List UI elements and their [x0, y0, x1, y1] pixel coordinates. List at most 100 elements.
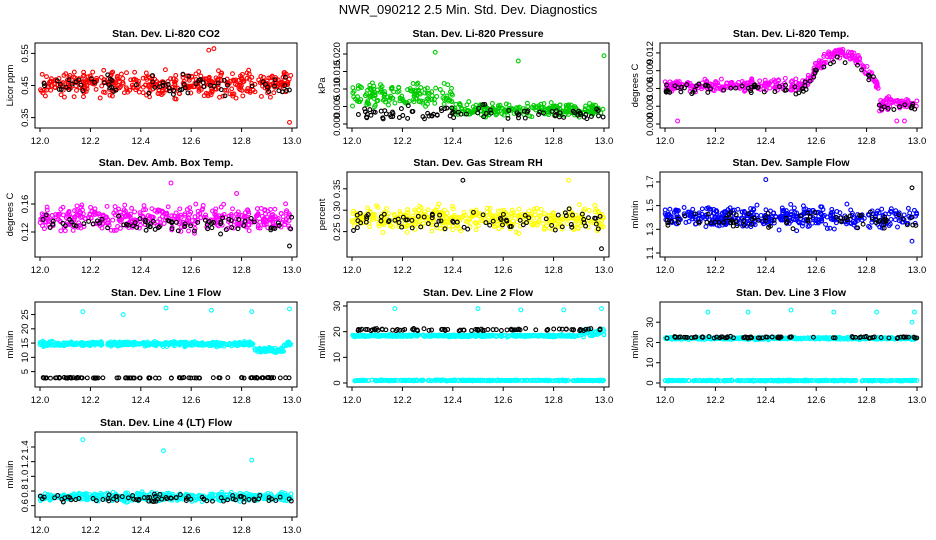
data-point — [499, 334, 504, 340]
data-point — [541, 333, 546, 339]
data-point — [165, 79, 171, 84]
data-point — [422, 90, 428, 96]
data-point — [120, 76, 126, 81]
data-point — [721, 209, 727, 215]
data-point — [395, 216, 401, 222]
data-point — [725, 336, 731, 342]
data-point — [667, 206, 673, 212]
data-point — [66, 87, 72, 93]
data-point — [536, 377, 542, 383]
data-point — [475, 110, 481, 116]
data-point — [910, 101, 916, 107]
data-point — [693, 214, 699, 220]
data-point — [793, 76, 799, 82]
data-point — [733, 212, 739, 218]
data-point — [419, 377, 425, 383]
data-point — [708, 86, 713, 92]
data-point — [286, 218, 292, 223]
data-point — [375, 378, 381, 384]
data-point — [479, 108, 485, 114]
data-point — [447, 113, 453, 119]
data-point — [692, 211, 698, 217]
data-point — [272, 77, 278, 83]
data-point — [350, 103, 355, 109]
data-point — [708, 220, 714, 226]
data-point — [195, 219, 201, 225]
data-point — [445, 82, 451, 88]
data-point — [286, 87, 292, 93]
data-point — [667, 79, 673, 85]
data-point — [825, 336, 831, 341]
x-tick-label: 12.4 — [757, 395, 776, 406]
data-point — [498, 328, 504, 333]
panel-title: Stan. Dev. Gas Stream RH — [413, 157, 542, 169]
data-point — [213, 212, 219, 218]
data-point — [533, 327, 539, 333]
data-point — [561, 307, 567, 313]
data-point — [592, 215, 598, 221]
data-point — [844, 335, 850, 341]
data-point — [376, 223, 382, 229]
data-point — [883, 100, 888, 106]
data-point — [688, 213, 694, 219]
data-point — [445, 327, 451, 332]
data-point — [435, 204, 441, 210]
data-point — [467, 217, 473, 222]
data-point — [797, 213, 803, 219]
data-point — [783, 82, 788, 88]
data-point — [907, 210, 913, 216]
x-tick-label: 12.2 — [706, 265, 725, 276]
data-point — [159, 209, 165, 215]
data-point — [386, 97, 392, 103]
y-tick-label: 10 — [645, 357, 656, 368]
data-point — [44, 74, 49, 80]
x-tick-label: 12.4 — [444, 136, 463, 147]
data-point — [195, 217, 201, 223]
points — [662, 47, 920, 124]
data-point — [703, 82, 709, 88]
data-point — [827, 54, 833, 60]
data-point — [211, 46, 217, 52]
data-point — [202, 217, 208, 223]
data-point — [111, 210, 117, 216]
data-point — [826, 49, 832, 55]
data-point — [241, 223, 247, 228]
data-point — [830, 50, 836, 56]
data-point — [440, 377, 446, 383]
data-point — [758, 212, 764, 218]
x-tick-label: 12.8 — [232, 395, 251, 406]
data-point — [596, 378, 602, 383]
data-point — [99, 83, 105, 89]
data-point — [140, 84, 146, 90]
data-point — [89, 340, 95, 346]
data-point — [838, 215, 843, 221]
data-point — [482, 101, 488, 107]
data-point — [150, 218, 156, 224]
data-point — [464, 333, 470, 339]
data-point — [228, 212, 234, 217]
data-point — [418, 224, 424, 230]
data-point — [500, 377, 505, 383]
data-point — [74, 212, 79, 218]
data-point — [474, 209, 479, 215]
x-tick-label: 12.6 — [494, 136, 513, 147]
data-point — [88, 204, 94, 210]
data-point — [45, 216, 51, 222]
data-point — [792, 336, 798, 342]
data-point — [239, 87, 245, 93]
data-point — [754, 202, 760, 208]
data-point — [192, 230, 197, 236]
data-point — [495, 213, 501, 219]
data-point — [544, 327, 550, 333]
data-point — [242, 218, 248, 224]
data-point — [860, 63, 866, 69]
data-point — [102, 90, 108, 95]
data-point — [536, 112, 542, 117]
data-point — [388, 223, 394, 229]
x-tick-label: 12.6 — [494, 265, 513, 276]
data-point — [90, 375, 96, 381]
data-point — [595, 108, 601, 113]
data-point — [378, 214, 384, 220]
data-point — [167, 88, 173, 94]
